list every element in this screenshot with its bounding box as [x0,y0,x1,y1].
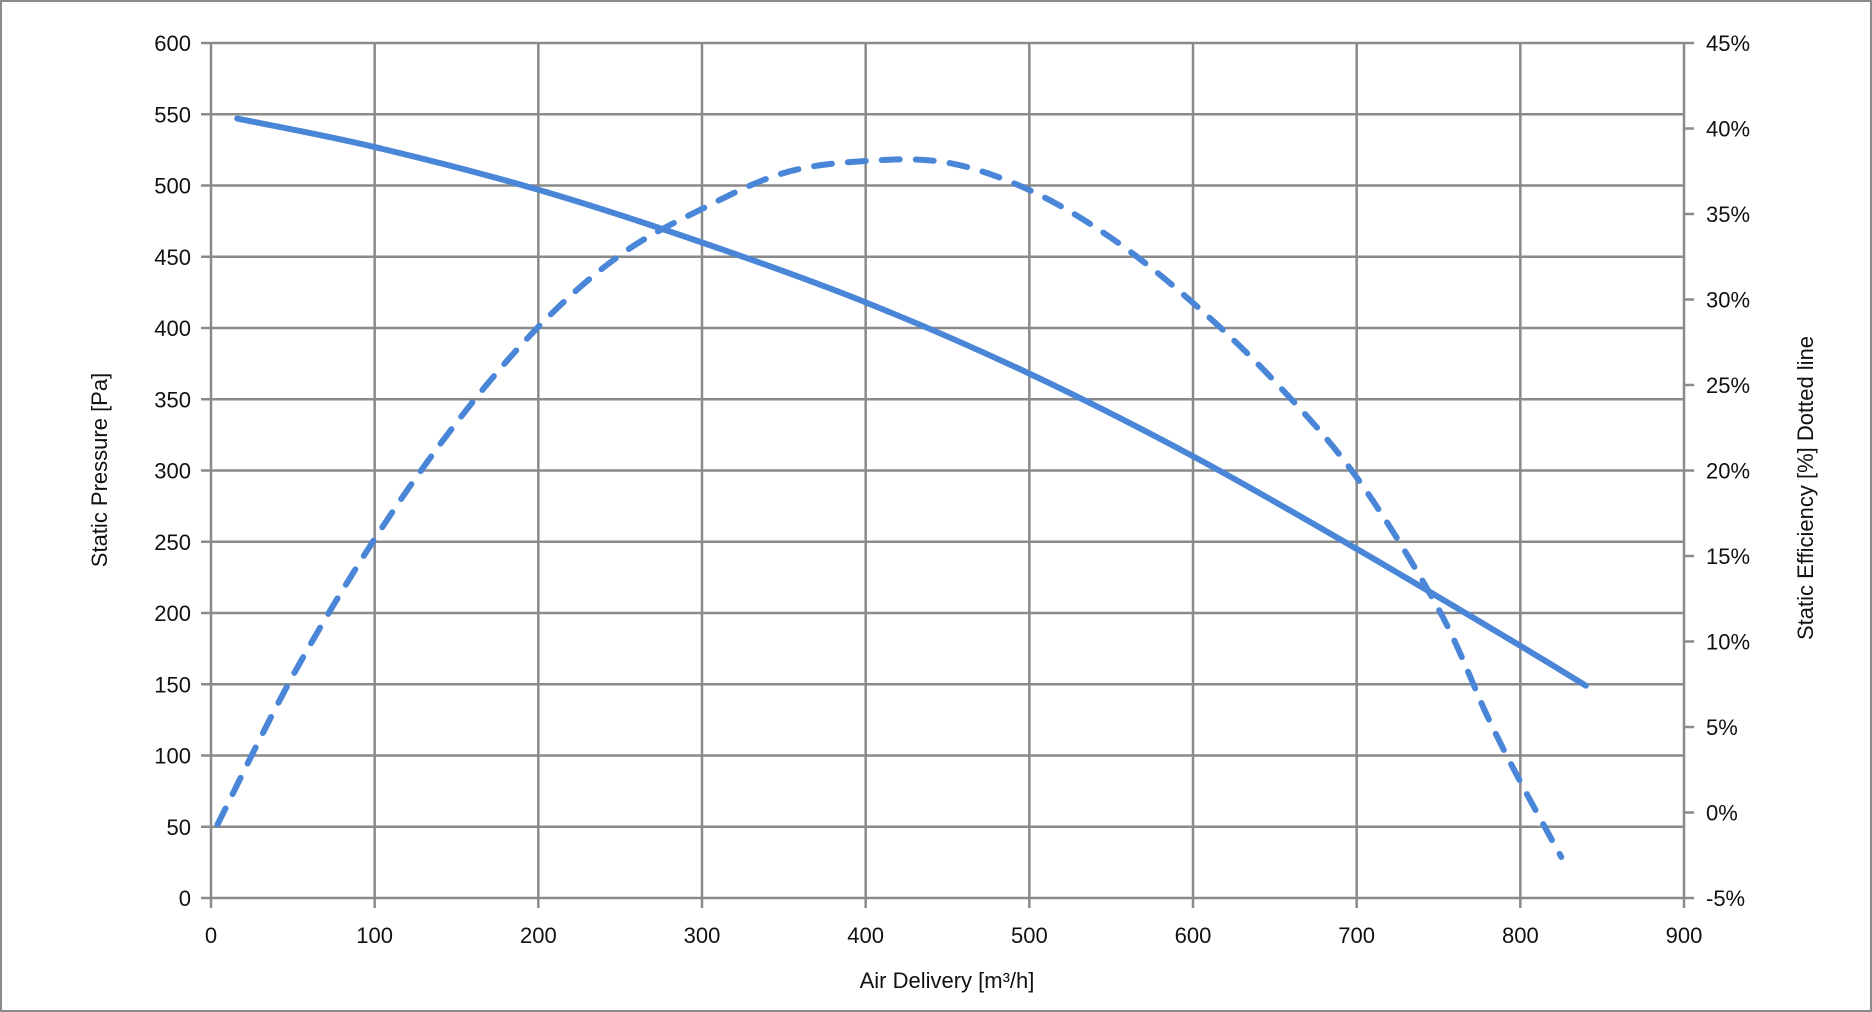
x-tick-label: 0 [205,923,217,948]
grid [201,41,1694,908]
x-tick-label: 900 [1666,923,1703,948]
y-tick-label: 100 [154,744,191,769]
x-axis-title: Air Delivery [m³/h] [860,968,1035,993]
y2-tick-label: 45% [1706,31,1750,56]
y2-axis-title: Static Efficiency [%] Dotted line [1793,336,1818,640]
pressure-line [234,115,1589,689]
y-tick-label: 250 [154,530,191,555]
y-tick-label: 400 [154,316,191,341]
y2-tick-label: 35% [1706,202,1750,227]
y-tick-label: 500 [154,174,191,199]
tick-labels: 0 50 100 150 200 250 300 350 400 450 500 550 600 0 100… [154,31,1750,948]
y-tick-label: 150 [154,672,191,697]
y-axis-title: Static Pressure [Pa] [87,373,112,567]
x-tick-label: 700 [1338,923,1375,948]
y2-tick-label: 20% [1706,459,1750,484]
y-tick-label: 0 [179,886,191,911]
y2-tick-label: 25% [1706,373,1750,398]
y2-tick-label: 5% [1706,715,1738,740]
series-group [214,115,1589,860]
y-tick-label: 350 [154,387,191,412]
x-tick-label: 500 [1011,923,1048,948]
y2-tick-label: 30% [1706,288,1750,313]
y2-tick-label: -5% [1706,886,1745,911]
y2-tick-label: 0% [1706,801,1738,826]
y-tick-label: 600 [154,31,191,56]
y-tick-label: 550 [154,102,191,127]
x-tick-label: 200 [520,923,557,948]
x-tick-label: 600 [1175,923,1212,948]
x-tick-label: 800 [1502,923,1539,948]
y2-tick-label: 10% [1706,630,1750,655]
efficiency-line [214,156,1565,860]
x-tick-label: 400 [847,923,884,948]
x-tick-label: 100 [356,923,393,948]
y-tick-label: 450 [154,245,191,270]
y2-tick-label: 15% [1706,544,1750,569]
y-tick-label: 200 [154,601,191,626]
x-tick-label: 300 [684,923,721,948]
y2-tick-label: 40% [1706,117,1750,142]
y-tick-label: 50 [167,815,191,840]
y-tick-label: 300 [154,459,191,484]
